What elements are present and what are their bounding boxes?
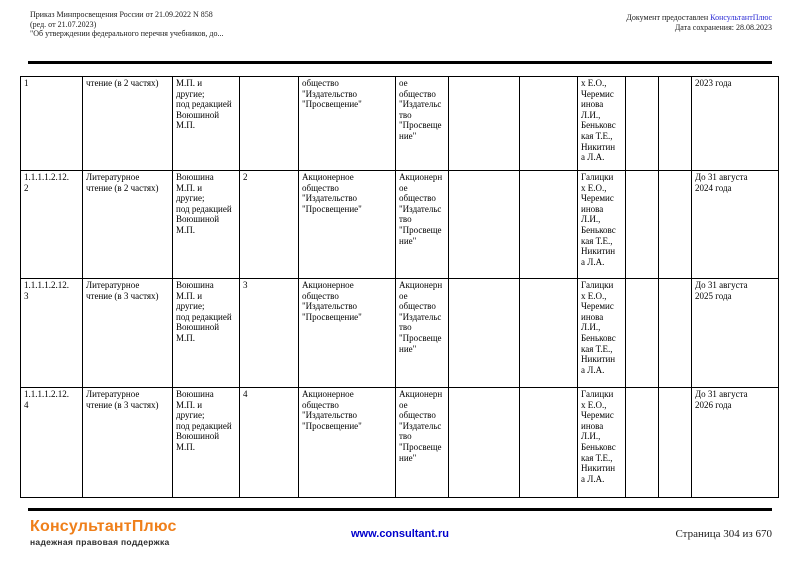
cell-empty	[658, 170, 692, 279]
cell-publisher: Акционерное общество "Издательство "Прос…	[298, 387, 396, 498]
consultantplus-link[interactable]: КонсультантПлюс	[710, 13, 772, 22]
cell-authors: Воюшина М.П. и другие; под редакцией Вою…	[172, 170, 240, 279]
cell-authors: М.П. и другие; под редакцией Воюшиной М.…	[172, 76, 240, 171]
cell-empty	[658, 278, 692, 388]
save-date-label: Дата сохранения: 28.08.2023	[674, 23, 772, 32]
cell-id: 1.1.1.1.2.12. 3	[20, 278, 83, 388]
cell-class: 3	[239, 278, 299, 388]
cell-empty	[658, 387, 692, 498]
page-number-label: Страница 304 из 670	[675, 528, 772, 540]
cell-class: 2	[239, 170, 299, 279]
cell-empty	[625, 278, 659, 388]
cell-publisher-narrow: Акционерн ое общество "Издательс тво "Пр…	[395, 387, 449, 498]
cell-authors: Воюшина М.П. и другие; под редакцией Вою…	[172, 387, 240, 498]
cell-empty	[658, 76, 692, 171]
cell-experts: х Е.О., Черемис инова Л.И., Беньковс кая…	[577, 76, 626, 171]
cell-empty	[625, 76, 659, 171]
header-divider	[28, 61, 772, 64]
cell-publisher-narrow: Акционерн ое общество "Издательс тво "Пр…	[395, 278, 449, 388]
cell-publisher: Акционерное общество "Издательство "Прос…	[298, 170, 396, 279]
table-row: 1.1.1.1.2.12. 2 Литературное чтение (в 2…	[20, 170, 779, 279]
cell-class: 4	[239, 387, 299, 498]
cell-empty	[519, 170, 578, 279]
cell-title: Литературное чтение (в 3 частях)	[82, 387, 173, 498]
cell-empty	[448, 278, 520, 388]
provided-by-line: Документ предоставлен КонсультантПлюс	[626, 13, 772, 23]
provided-by-label: Документ предоставлен	[626, 13, 711, 22]
cell-empty	[519, 76, 578, 171]
cell-publisher-narrow: ое общество "Издательс тво "Просвеще ние…	[395, 76, 449, 171]
table-row: 1.1.1.1.2.12. 4 Литературное чтение (в 3…	[20, 387, 779, 498]
cell-empty	[519, 278, 578, 388]
cell-experts: Галицки х Е.О., Черемис инова Л.И., Бень…	[577, 278, 626, 388]
cell-id: 1.1.1.1.2.12. 2	[20, 170, 83, 279]
provider-info: Документ предоставлен КонсультантПлюс Да…	[626, 13, 772, 33]
cell-publisher: общество "Издательство "Просвещение"	[298, 76, 396, 171]
document-title-line2: (ред. от 21.07.2023)	[30, 19, 97, 29]
cell-deadline: 2023 года	[691, 76, 779, 171]
cell-empty	[448, 170, 520, 279]
cell-empty	[448, 387, 520, 498]
cell-empty	[448, 76, 520, 171]
cell-id: 1.1.1.1.2.12. 4	[20, 387, 83, 498]
cell-authors: Воюшина М.П. и другие; под редакцией Вою…	[172, 278, 240, 388]
table-row: 1.1.1.1.2.12. 3 Литературное чтение (в 3…	[20, 278, 779, 388]
cell-publisher: Акционерное общество "Издательство "Прос…	[298, 278, 396, 388]
cell-empty	[625, 387, 659, 498]
textbooks-table: 1 чтение (в 2 частях) М.П. и другие; под…	[20, 76, 779, 498]
cell-title: Литературное чтение (в 3 частях)	[82, 278, 173, 388]
cell-empty	[519, 387, 578, 498]
cell-deadline: До 31 августа 2024 года	[691, 170, 779, 279]
cell-empty	[625, 170, 659, 279]
document-title-line3: "Об утверждении федерального перечня уче…	[30, 29, 224, 38]
cell-experts: Галицки х Е.О., Черемис инова Л.И., Бень…	[577, 170, 626, 279]
cell-title: Литературное чтение (в 2 частях)	[82, 170, 173, 279]
table-row: 1 чтение (в 2 частях) М.П. и другие; под…	[20, 76, 779, 171]
document-title-line1: Приказ Минпросвещения России от 21.09.20…	[30, 10, 213, 19]
cell-deadline: До 31 августа 2025 года	[691, 278, 779, 388]
logo-tagline: надежная правовая поддержка	[30, 537, 170, 547]
consultantplus-logo: КонсультантПлюс	[30, 518, 177, 535]
consultant-url-link[interactable]: www.consultant.ru	[351, 528, 449, 540]
cell-title: чтение (в 2 частях)	[82, 76, 173, 171]
cell-deadline: До 31 августа 2026 года	[691, 387, 779, 498]
cell-id: 1	[20, 76, 83, 171]
cell-publisher-narrow: Акционерн ое общество "Издательс тво "Пр…	[395, 170, 449, 279]
cell-class	[239, 76, 299, 171]
document-header: Приказ Минпросвещения России от 21.09.20…	[30, 10, 223, 39]
cell-experts: Галицки х Е.О., Черемис инова Л.И., Бень…	[577, 387, 626, 498]
footer-divider	[28, 508, 772, 511]
